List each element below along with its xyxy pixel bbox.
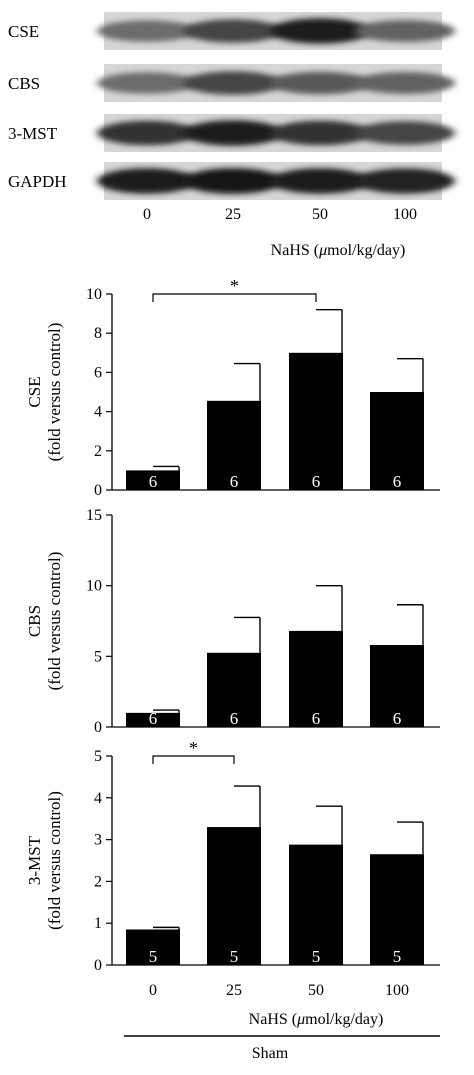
bar	[207, 827, 261, 965]
bar	[289, 630, 343, 727]
x-tick-label: 0	[149, 982, 157, 999]
blot-band	[97, 72, 197, 94]
blot-strip	[97, 12, 455, 50]
y-axis-title: 3-MST	[25, 835, 44, 885]
blot-lane-label: 25	[225, 206, 241, 223]
y-tick-label: 3	[94, 832, 102, 849]
blot-band	[97, 168, 197, 194]
y-axis-title: CSE	[25, 376, 44, 407]
blot-row-label: 3-MST	[8, 124, 58, 143]
x-tick-label: 50	[308, 982, 324, 999]
y-tick-label: 5	[94, 748, 102, 765]
blot-band	[270, 71, 370, 95]
blot-band	[270, 18, 370, 44]
bar	[289, 352, 343, 490]
blot-row-label: GAPDH	[8, 172, 67, 191]
blot-band	[183, 168, 283, 194]
y-tick-label: 10	[86, 286, 102, 303]
blot-band	[183, 120, 283, 146]
y-tick-label: 0	[94, 482, 102, 499]
blot-lane-label: 100	[393, 206, 417, 223]
significance-star: *	[189, 738, 198, 758]
sample-size-label: 5	[149, 947, 158, 966]
blot-band	[355, 168, 455, 194]
sample-size-label: 6	[393, 709, 402, 728]
y-axis-subtitle: (fold versus control)	[45, 323, 64, 462]
sample-size-label: 6	[312, 709, 321, 728]
sample-size-label: 5	[312, 947, 321, 966]
blot-band	[97, 120, 197, 146]
blot-xlabel: NaHS (μmol/kg/day)	[271, 242, 406, 259]
bar	[207, 400, 261, 490]
y-axis-subtitle: (fold versus control)	[45, 552, 64, 691]
footer-xlabel: NaHS (μmol/kg/day)	[249, 1011, 384, 1028]
sample-size-label: 6	[312, 472, 321, 491]
western-blot-panel: CSE CBS 3-MST GAPDH	[8, 12, 455, 200]
sample-size-label: 5	[393, 947, 402, 966]
y-tick-label: 4	[94, 404, 102, 421]
blot-band	[183, 71, 283, 95]
blot-band	[355, 20, 455, 42]
bar	[126, 712, 180, 727]
blot-band	[270, 120, 370, 146]
bar	[370, 645, 424, 727]
bar-chart: 0 1 2 3 4 5 3-MST (fold versus control) 5 5 5 5 * 0 25…	[25, 738, 440, 999]
bar-chart: 0 5 10 15 CBS (fold versus control) 6 6 6 6	[25, 507, 440, 736]
y-tick-label: 2	[94, 443, 102, 460]
bar-chart: 0 2 4 6 8 10 CSE (fold versus control) 6 6 6 6 *	[25, 276, 440, 499]
significance-bracket	[152, 293, 317, 302]
blot-lane-label: 50	[312, 206, 328, 223]
bar	[370, 854, 424, 965]
y-tick-label: 6	[94, 364, 102, 381]
sample-size-label: 6	[230, 472, 239, 491]
y-tick-label: 10	[86, 578, 102, 595]
bar	[289, 844, 343, 965]
sample-size-label: 6	[230, 709, 239, 728]
blot-lane-axis: 0 25 50 100 NaHS (μmol/kg/day)	[143, 206, 417, 259]
blot-band	[355, 121, 455, 145]
blot-band	[97, 20, 197, 42]
y-tick-label: 0	[94, 719, 102, 736]
bar	[126, 929, 180, 965]
y-tick-label: 15	[86, 507, 102, 524]
y-tick-label: 8	[94, 325, 102, 342]
x-tick-label: 100	[385, 982, 409, 999]
blot-band	[270, 168, 370, 194]
sample-size-label: 6	[149, 472, 158, 491]
sample-size-label: 6	[393, 472, 402, 491]
y-axis-subtitle: (fold versus control)	[45, 791, 64, 930]
sample-size-label: 6	[149, 709, 158, 728]
significance-star: *	[230, 276, 239, 296]
significance-bracket	[152, 755, 235, 764]
sample-size-label: 5	[230, 947, 239, 966]
bar	[207, 652, 261, 727]
x-tick-label: 25	[226, 982, 242, 999]
blot-strip	[97, 64, 455, 102]
y-tick-label: 1	[94, 915, 102, 932]
blot-lane-label: 0	[143, 206, 151, 223]
blot-row-label: CSE	[8, 22, 39, 41]
sham-group-label: Sham	[252, 1045, 289, 1062]
y-tick-label: 5	[94, 648, 102, 665]
blot-strip	[97, 162, 455, 200]
y-tick-label: 0	[94, 957, 102, 974]
y-tick-label: 4	[94, 790, 102, 807]
blot-row-label: CBS	[8, 74, 40, 93]
blot-band	[183, 19, 283, 43]
y-axis-title: CBS	[25, 605, 44, 637]
bottom-axis: NaHS (μmol/kg/day) Sham	[124, 1011, 440, 1062]
bar	[126, 470, 180, 490]
blot-band	[355, 72, 455, 94]
bar	[370, 392, 424, 490]
blot-strip	[97, 114, 455, 152]
y-tick-label: 2	[94, 873, 102, 890]
